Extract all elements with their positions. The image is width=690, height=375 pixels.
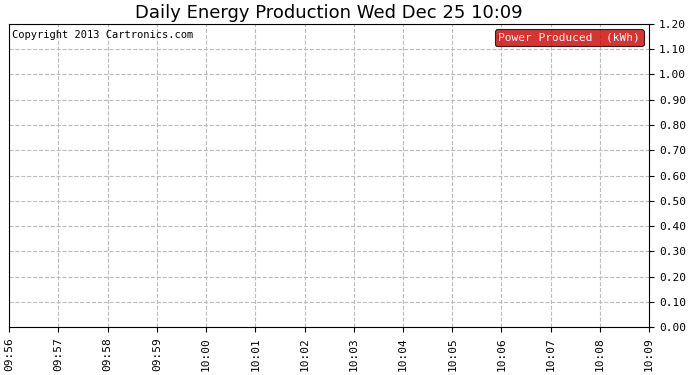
Text: Copyright 2013 Cartronics.com: Copyright 2013 Cartronics.com — [12, 30, 194, 40]
Title: Daily Energy Production Wed Dec 25 10:09: Daily Energy Production Wed Dec 25 10:09 — [135, 4, 523, 22]
Legend: Power Produced  (kWh): Power Produced (kWh) — [495, 29, 644, 46]
